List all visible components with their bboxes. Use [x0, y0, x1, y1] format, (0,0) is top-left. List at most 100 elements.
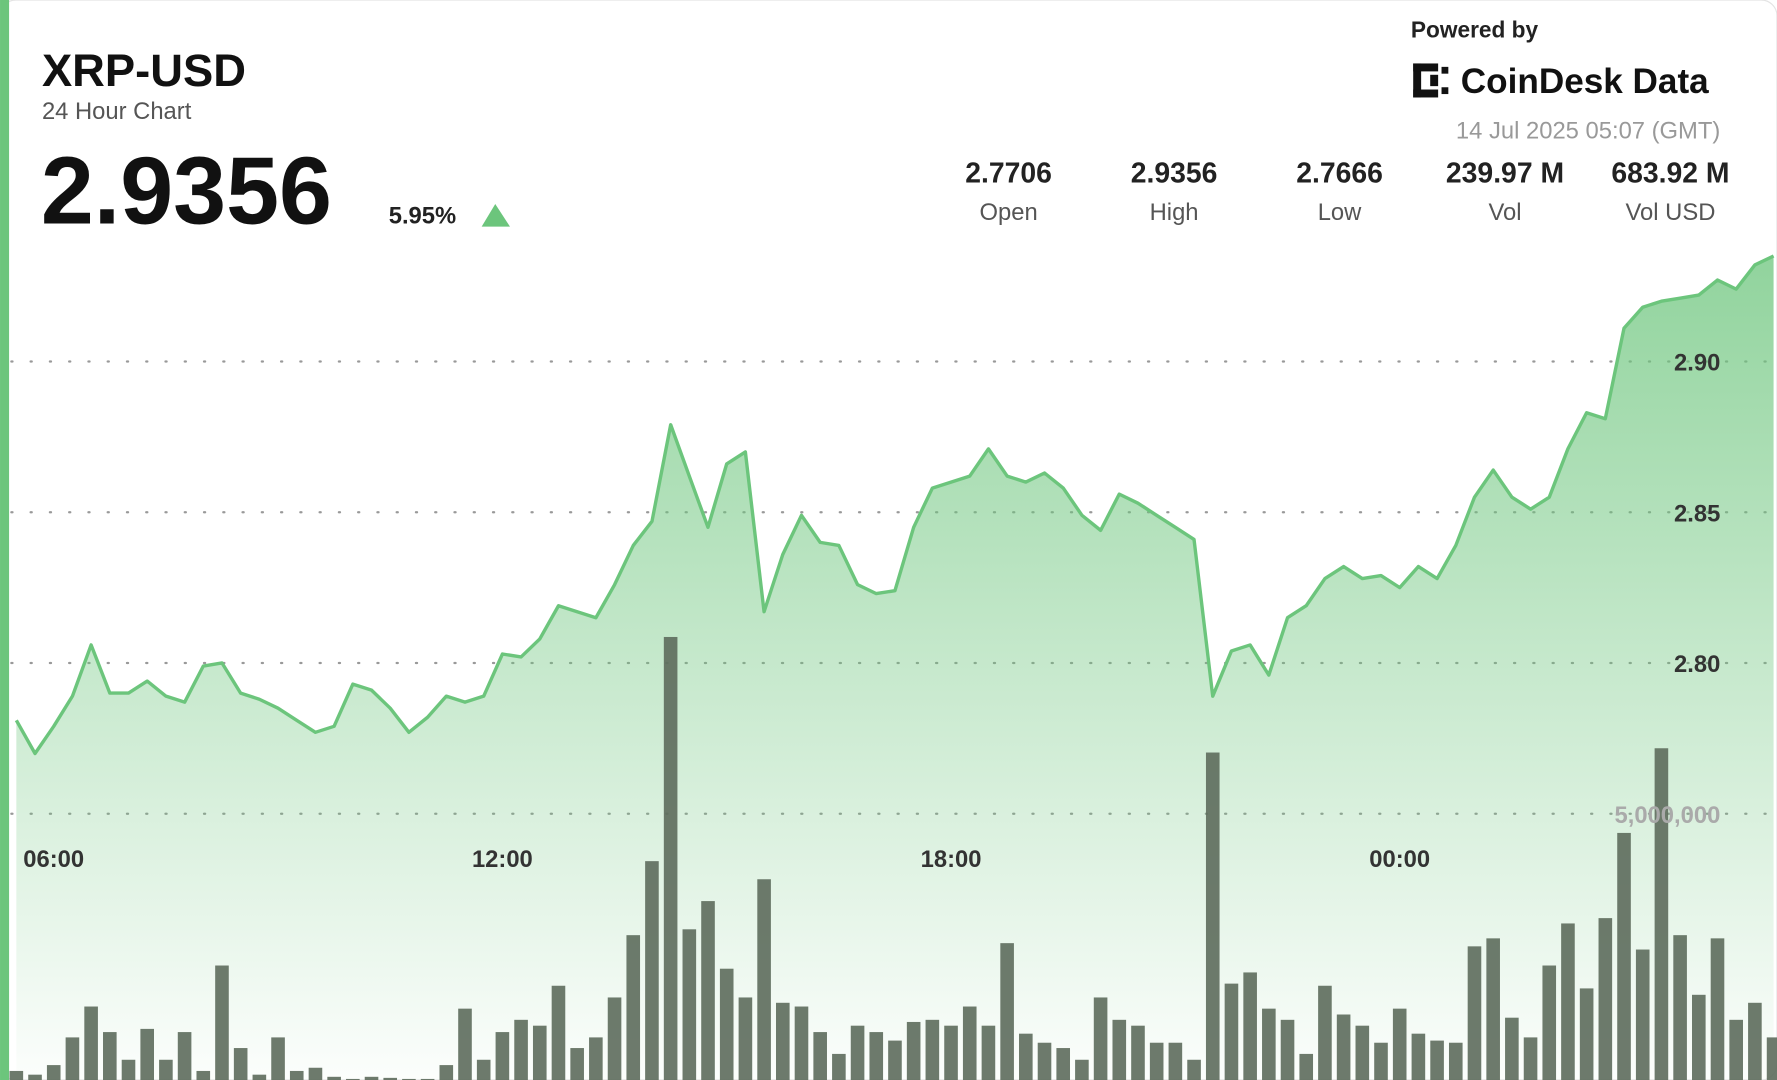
area-fill	[16, 256, 1774, 1080]
volume-bar	[121, 1059, 136, 1080]
volume-bar	[981, 1025, 996, 1080]
volume-bar	[103, 1032, 117, 1080]
volume-bar	[383, 1077, 398, 1080]
volume-bar	[1000, 943, 1014, 1080]
volume-bar	[402, 1078, 416, 1080]
volume-bar	[364, 1076, 379, 1080]
volume-bar	[738, 997, 753, 1080]
volume-bar	[1037, 1042, 1052, 1080]
volume-bar	[140, 1028, 154, 1080]
volume-bar	[1299, 1053, 1314, 1080]
stat-value: 2.7706	[965, 157, 1052, 189]
volume-bar	[1729, 1019, 1743, 1080]
stat-value: 2.9356	[1131, 157, 1218, 189]
volume-bar	[495, 1032, 510, 1080]
brand: CoinDesk Data	[1461, 62, 1709, 101]
volume-bar	[1448, 1042, 1463, 1080]
accent-bar	[0, 0, 10, 1080]
volume-bar	[1542, 965, 1557, 1080]
volume-bar	[271, 1037, 285, 1080]
timestamp: 14 Jul 2025 05:07 (GMT)	[1456, 117, 1720, 144]
stat-label: Low	[1318, 199, 1362, 226]
volume-bar	[420, 1078, 435, 1080]
volume-bar	[1579, 988, 1594, 1080]
volume-bar	[532, 1025, 547, 1080]
volume-bar	[439, 1065, 454, 1080]
up-arrow	[481, 203, 510, 227]
volume-bar	[458, 1008, 472, 1080]
volume-bar	[663, 636, 678, 1080]
y2-tick-label: 5,000,000	[1615, 802, 1721, 829]
stat-value: 2.7666	[1296, 157, 1383, 189]
x-tick-label: 00:00	[1369, 846, 1430, 873]
volume-bar	[645, 861, 659, 1080]
volume-bar	[1374, 1042, 1388, 1080]
logo	[1413, 63, 1449, 98]
volume-bar	[215, 965, 229, 1080]
volume-bar	[757, 879, 771, 1080]
volume-bar	[1187, 1059, 1201, 1080]
volume-bar	[1617, 832, 1631, 1080]
volume-bar	[346, 1078, 360, 1080]
stats: 2.7706 Open 2.9356 High 2.7666 Low 239.97 M Vol…	[965, 157, 1729, 225]
volume-bar	[1355, 1025, 1370, 1080]
volume-bar	[1561, 923, 1575, 1080]
price: 2.9356	[41, 138, 332, 244]
volume-bar	[813, 1032, 827, 1080]
x-tick-label: 06:00	[23, 846, 84, 873]
stat-value: 683.92 M	[1611, 157, 1729, 189]
volume-bar	[1635, 949, 1650, 1080]
stat-label: High	[1150, 199, 1199, 226]
x-tick-label: 12:00	[472, 846, 533, 873]
volume-bar	[906, 1021, 921, 1080]
volume-bar	[1093, 997, 1108, 1080]
x-tick-label: 18:00	[921, 846, 982, 873]
volume-bar	[1112, 1019, 1127, 1080]
volume-bar	[626, 935, 641, 1080]
volume-bar	[1205, 752, 1220, 1080]
volume-bar	[1056, 1048, 1071, 1080]
volume-bar	[962, 1006, 977, 1080]
y-tick-label: 2.90	[1674, 350, 1720, 377]
volume-bar	[869, 1032, 884, 1080]
volume-bar	[1523, 1037, 1538, 1080]
volume-bar	[327, 1076, 341, 1080]
volume-bar	[1280, 1019, 1295, 1080]
plot: 2.80 2.85 2.90 5,000,000 06:00 12:00 18:00 00:0…	[9, 254, 1777, 1080]
title: XRP-USD	[42, 45, 246, 96]
volume-bar	[1168, 1042, 1183, 1080]
y-tick-label: 2.80	[1674, 651, 1720, 678]
volume-bar	[944, 1025, 958, 1080]
volume-bar	[1411, 1033, 1426, 1080]
powered-by: Powered by	[1411, 16, 1539, 42]
volume-bar	[476, 1059, 491, 1080]
volume-bar	[1598, 918, 1613, 1080]
volume-bar	[159, 1059, 173, 1080]
volume-bar	[1766, 1037, 1777, 1080]
volume-bar	[9, 1070, 24, 1080]
volume-bar	[570, 1048, 584, 1080]
volume-bar	[925, 1019, 940, 1080]
volume-bar	[1467, 946, 1482, 1080]
volume-bar	[1392, 1008, 1407, 1080]
volume-bar	[1748, 1002, 1762, 1080]
volume-bar	[850, 1025, 865, 1080]
volume-bar	[589, 1037, 603, 1080]
volume-bar	[1710, 938, 1725, 1080]
volume-bar	[177, 1032, 192, 1080]
volume-bar	[65, 1037, 80, 1080]
volume-bar	[607, 997, 622, 1080]
volume-bar	[1075, 1059, 1089, 1080]
stat-value: 239.97 M	[1446, 157, 1564, 189]
volume-bar	[252, 1074, 267, 1080]
volume-bar	[888, 1040, 902, 1080]
volume-bar	[1262, 1008, 1276, 1080]
volume-bar	[1430, 1040, 1444, 1080]
volume-bar	[84, 1006, 98, 1080]
stat-label: Open	[980, 199, 1038, 226]
stat-label: Vol USD	[1626, 199, 1716, 226]
volume-bar	[1019, 1033, 1033, 1080]
volume-bar	[1505, 1017, 1519, 1080]
